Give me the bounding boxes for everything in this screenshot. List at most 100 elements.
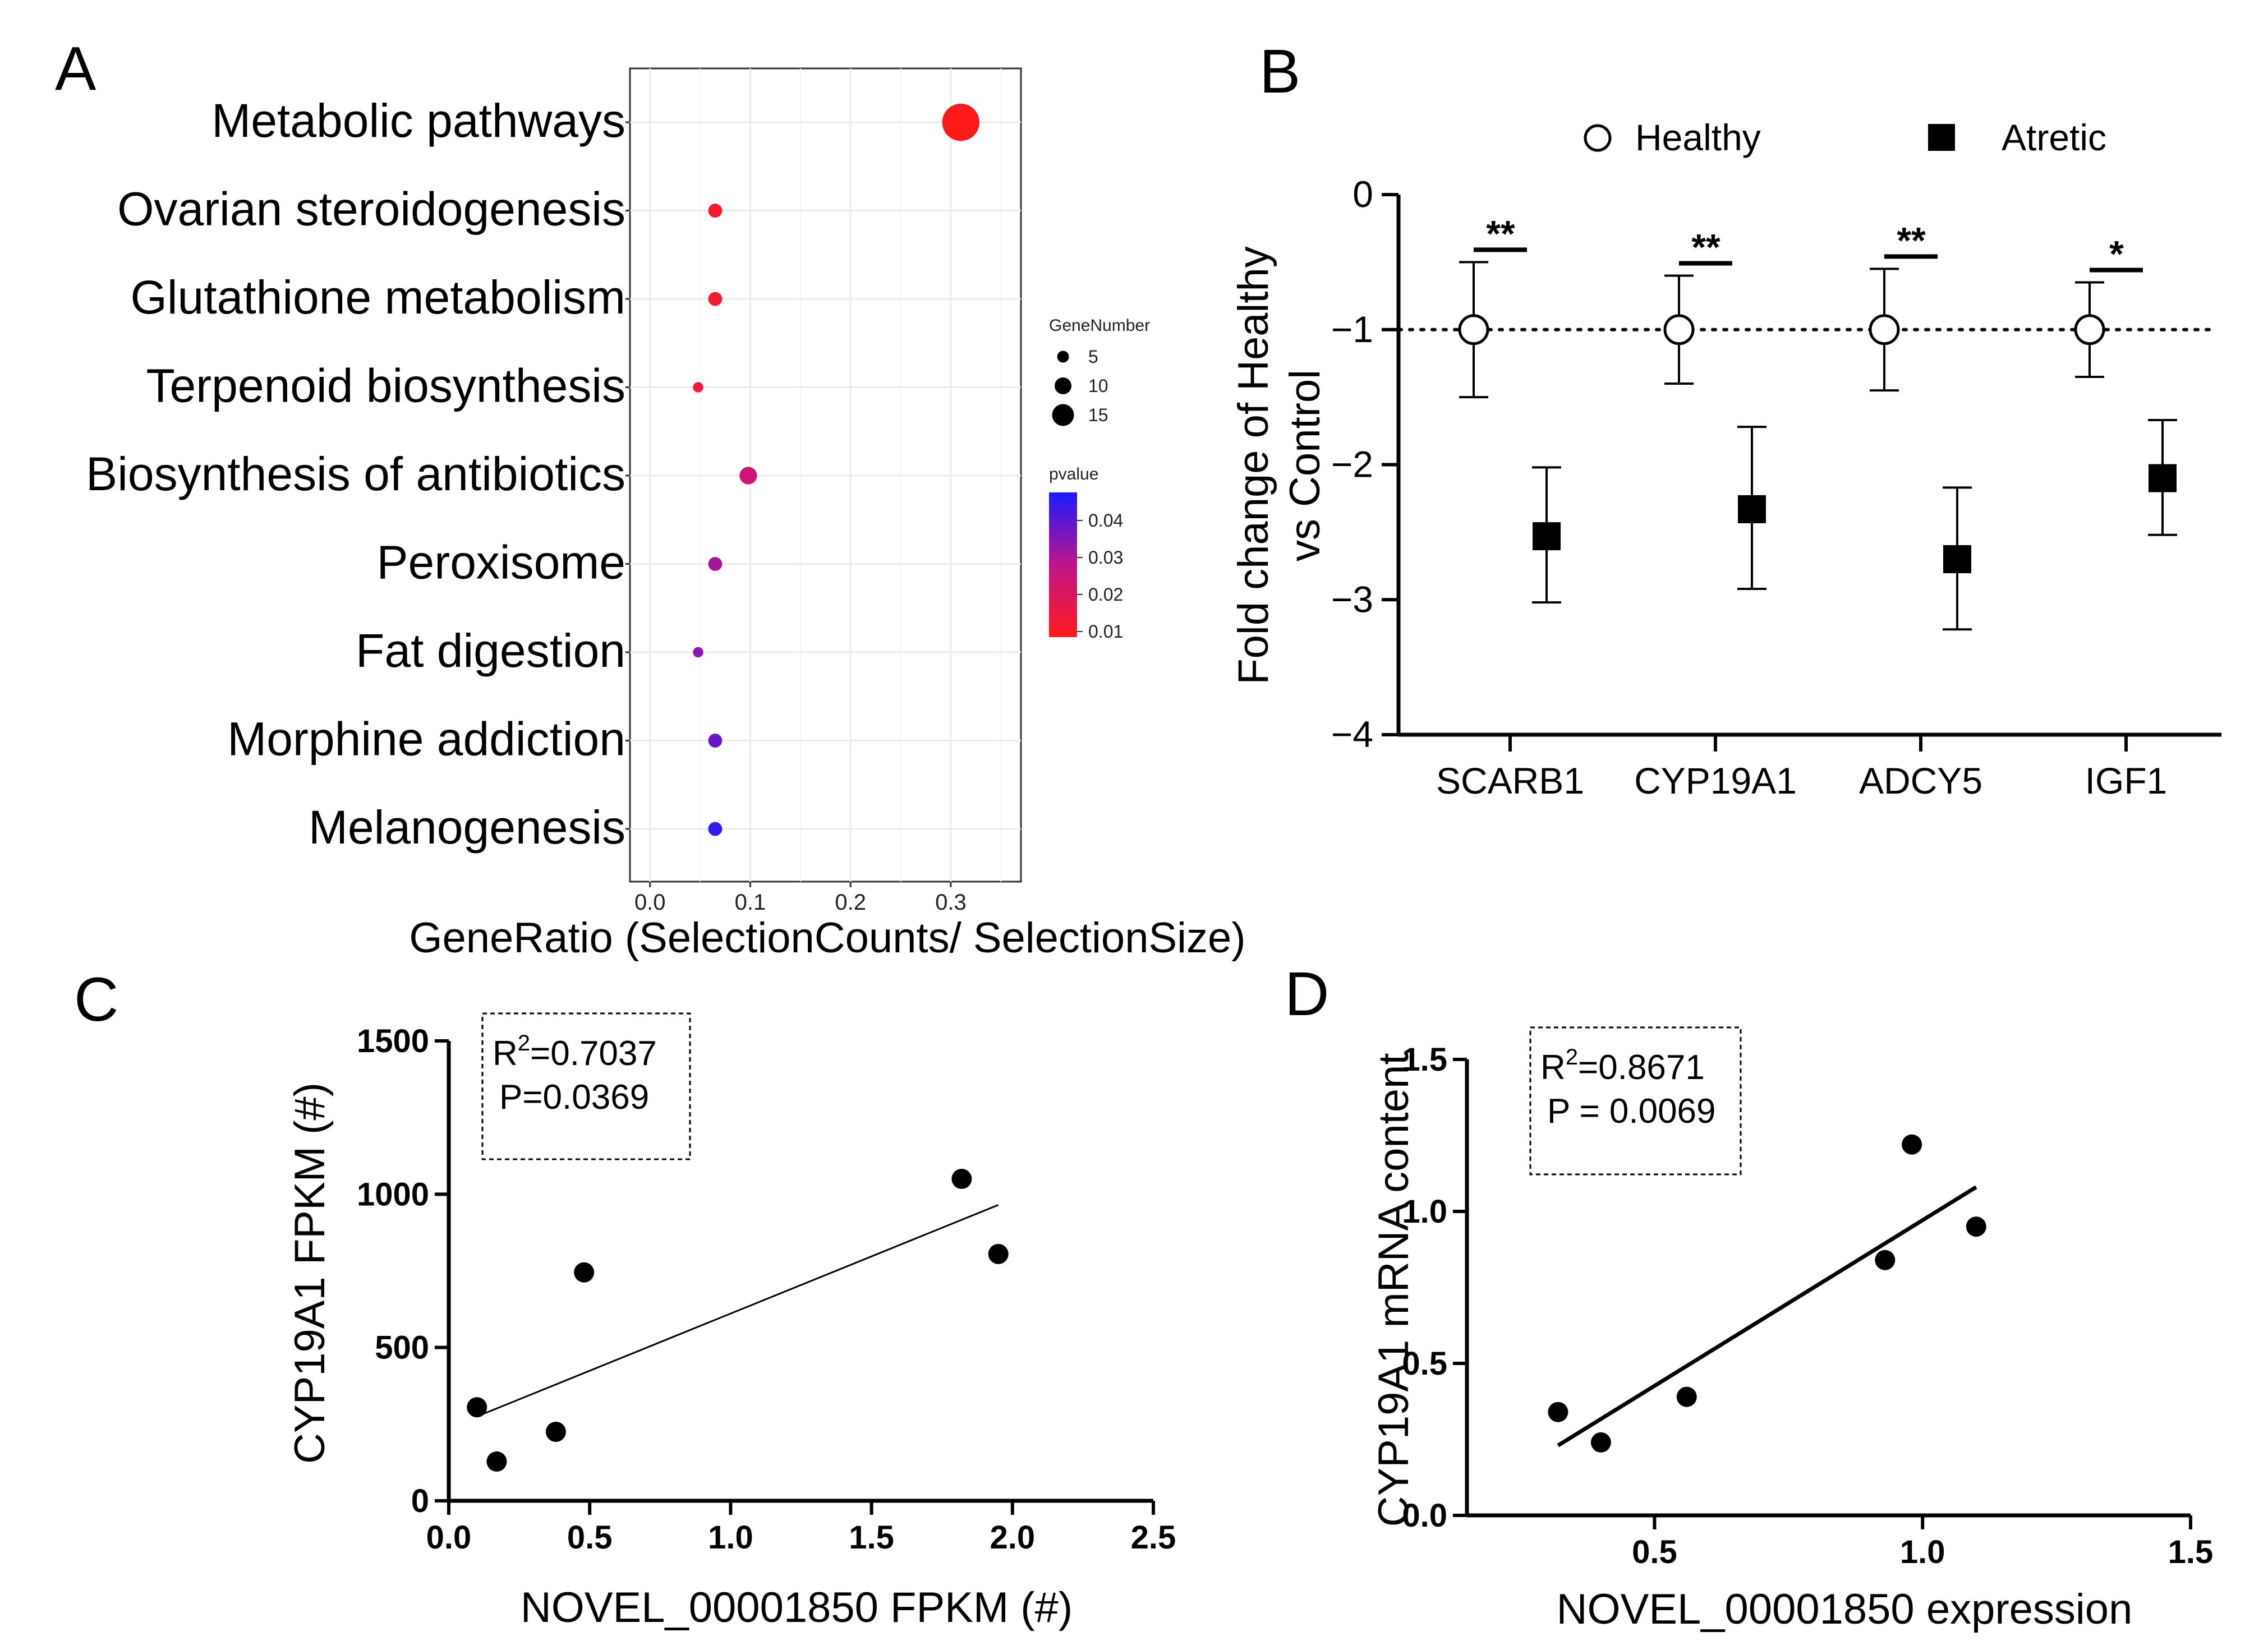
x-tick-label: 0.1 bbox=[735, 890, 766, 915]
y-tick-label: −4 bbox=[1331, 713, 1373, 755]
data-point bbox=[545, 1422, 566, 1442]
panel-c: 0 500 1000 1500 0.0 0.5 1.0 1.5 2.0 2.5 NOVEL_0000… bbox=[286, 1012, 1176, 1631]
category-label: Glutathione metabolism bbox=[131, 271, 625, 324]
r2-prefix: R bbox=[1540, 1048, 1566, 1087]
data-point-atretic bbox=[2149, 464, 2177, 492]
x-tick-label: 2.0 bbox=[990, 1519, 1035, 1556]
y-axis-title: CYP19A1 FPKM (#) bbox=[286, 1082, 334, 1464]
y-tick-label: 0.5 bbox=[1402, 1345, 1447, 1382]
data-point bbox=[1676, 1386, 1697, 1407]
y-axis-title-line: vs Control bbox=[1281, 370, 1329, 561]
data-point bbox=[708, 734, 723, 748]
data-point bbox=[467, 1397, 487, 1418]
y-tick-label: 0 bbox=[1352, 173, 1373, 215]
panel-d: 0.0 0.5 1.0 1.5 0.5 1.0 1.5 NOVEL_00001850 expr… bbox=[1370, 1026, 2214, 1633]
data-point bbox=[988, 1243, 1009, 1264]
r2-prefix: R bbox=[493, 1034, 518, 1073]
x-tick-label: 0.2 bbox=[835, 890, 866, 915]
y-tick-label: 1.5 bbox=[1402, 1041, 1447, 1078]
x-tick-label: 0.5 bbox=[567, 1519, 613, 1556]
category-label: Melanogenesis bbox=[309, 801, 625, 854]
significance-label: ** bbox=[1486, 213, 1515, 254]
y-tick-label: −1 bbox=[1331, 308, 1373, 350]
legend-size-marker bbox=[1052, 404, 1074, 426]
category-label: SCARB1 bbox=[1436, 760, 1584, 801]
legend-size-marker bbox=[1057, 351, 1069, 363]
data-point bbox=[708, 292, 723, 306]
data-point bbox=[486, 1451, 507, 1472]
x-tick-label: 0.5 bbox=[1632, 1534, 1677, 1570]
r2-value: R2=0.8671 bbox=[1540, 1045, 1705, 1087]
category-label: Terpenoid biosynthesis bbox=[146, 359, 625, 412]
stats-box bbox=[481, 1012, 691, 1160]
stats-box bbox=[1529, 1026, 1742, 1176]
data-point bbox=[693, 647, 703, 658]
r2-number: =0.7037 bbox=[530, 1034, 657, 1073]
legend-marker-healthy bbox=[1584, 124, 1612, 152]
category-label: Peroxisome bbox=[376, 536, 625, 589]
p-value: P=0.0369 bbox=[499, 1078, 649, 1117]
p-value: P = 0.0069 bbox=[1547, 1092, 1716, 1131]
r2-value: R2=0.7037 bbox=[493, 1031, 657, 1073]
significance-label: ** bbox=[1691, 226, 1720, 268]
r2-number: =0.8671 bbox=[1578, 1048, 1705, 1087]
significance-label: * bbox=[2109, 233, 2124, 274]
data-point bbox=[693, 382, 703, 393]
data-point bbox=[708, 557, 723, 571]
legend-color-label: 0.03 bbox=[1088, 547, 1123, 568]
data-point-healthy bbox=[1869, 314, 1900, 345]
fit-line bbox=[476, 1204, 999, 1418]
legend-size-label: 15 bbox=[1088, 405, 1108, 425]
data-point bbox=[942, 103, 979, 141]
data-point bbox=[1966, 1216, 1986, 1237]
legend-label-atretic: Atretic bbox=[2002, 117, 2106, 158]
y-tick-label: −2 bbox=[1331, 444, 1373, 485]
y-tick-label: 1500 bbox=[357, 1023, 429, 1059]
y-tick-label: 0.0 bbox=[1402, 1497, 1447, 1534]
data-point-healthy bbox=[1458, 314, 1489, 345]
legend-color-label: 0.04 bbox=[1088, 510, 1123, 531]
x-tick-label: 1.0 bbox=[1900, 1534, 1945, 1570]
r2-superscript: 2 bbox=[1566, 1045, 1578, 1070]
data-point bbox=[708, 822, 723, 836]
legend-color-bar bbox=[1049, 492, 1077, 637]
panel-b: 0 −1 −2 −3 −4 SCARB1 CYP19A1 ADCY5 IGF1 Fold chan… bbox=[1230, 117, 2221, 801]
significance-label: ** bbox=[1897, 219, 1926, 261]
category-label: CYP19A1 bbox=[1634, 760, 1797, 801]
legend-color-label: 0.02 bbox=[1088, 584, 1123, 605]
data-point-atretic bbox=[1533, 522, 1561, 551]
x-axis-title: NOVEL_00001850 FPKM (#) bbox=[521, 1584, 1073, 1631]
legend-size-label: 5 bbox=[1088, 347, 1098, 367]
y-tick-label: 0 bbox=[411, 1483, 429, 1519]
category-label: Ovarian steroidogenesis bbox=[117, 183, 625, 236]
data-point bbox=[739, 467, 757, 485]
panel-label-a: A bbox=[55, 34, 96, 103]
y-axis-title: Fold change of Healthyvs Control bbox=[1230, 246, 1329, 685]
legend-label-healthy: Healthy bbox=[1635, 117, 1761, 158]
data-point bbox=[708, 204, 723, 218]
data-point bbox=[574, 1262, 595, 1283]
x-axis-title: GeneRatio (SelectionCounts/ SelectionSiz… bbox=[409, 914, 1245, 962]
data-point-atretic bbox=[1943, 545, 1971, 574]
x-tick-label: 2.5 bbox=[1131, 1519, 1176, 1556]
legend-color-title: pvalue bbox=[1049, 465, 1098, 483]
category-label: Morphine addiction bbox=[227, 713, 625, 766]
panel-label-d: D bbox=[1285, 960, 1329, 1029]
x-axis-title: NOVEL_00001850 expression bbox=[1557, 1585, 2133, 1633]
panel-label-c: C bbox=[74, 965, 118, 1034]
data-point bbox=[1902, 1134, 1922, 1155]
category-label: Biosynthesis of antibiotics bbox=[86, 448, 625, 500]
y-tick-label: 1.0 bbox=[1402, 1193, 1447, 1230]
category-label: ADCY5 bbox=[1859, 760, 1982, 801]
legend-size-title: GeneNumber bbox=[1049, 316, 1150, 335]
data-point bbox=[1875, 1250, 1896, 1270]
r2-superscript: 2 bbox=[518, 1031, 530, 1055]
x-tick-label: 1.5 bbox=[849, 1519, 894, 1556]
x-tick-label: 1.0 bbox=[708, 1519, 753, 1556]
category-label: Metabolic pathways bbox=[211, 94, 625, 147]
x-tick-label: 1.5 bbox=[2168, 1534, 2214, 1570]
y-axis-title: CYP19A1 mRNA content bbox=[1370, 1053, 1418, 1527]
category-label: Fat digestion bbox=[356, 624, 625, 677]
data-point bbox=[951, 1169, 972, 1189]
